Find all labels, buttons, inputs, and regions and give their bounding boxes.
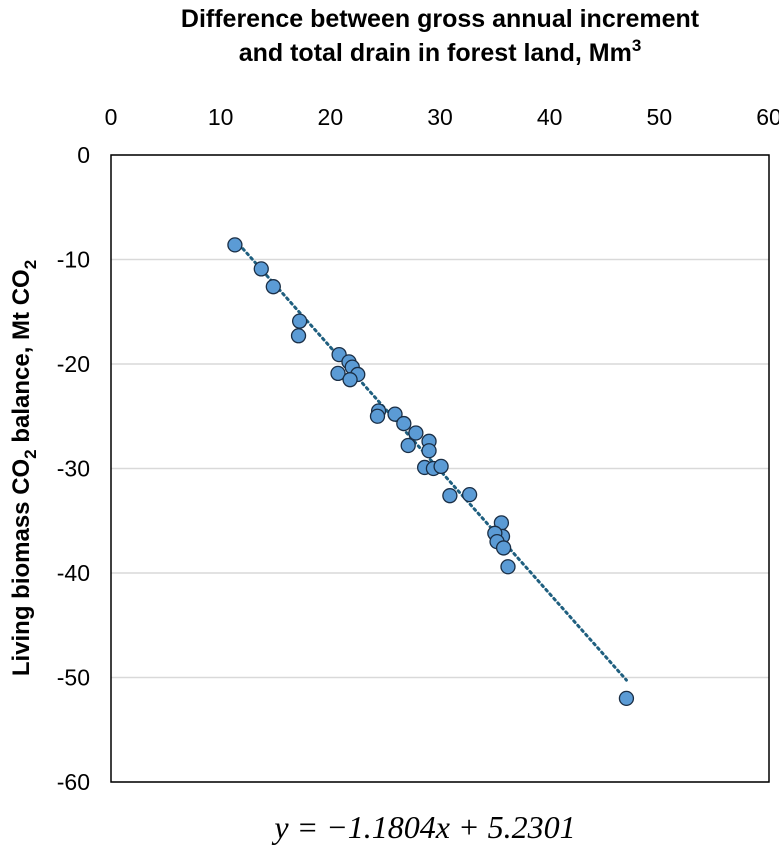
x-tick-label-5: 50 bbox=[647, 104, 673, 130]
y-tick-label-3: -30 bbox=[57, 456, 90, 482]
data-point-3 bbox=[291, 313, 308, 329]
data-points bbox=[227, 237, 635, 707]
x-tick-label-0: 0 bbox=[105, 104, 118, 130]
title-superscript: 3 bbox=[632, 36, 641, 55]
x-tick-label-4: 40 bbox=[537, 104, 563, 130]
y-tick-label-5: -50 bbox=[57, 665, 90, 691]
data-point-9 bbox=[330, 365, 346, 382]
y-tick-labels: 0 -10 -20 -30 -40 -50 -60 bbox=[57, 142, 90, 795]
x-tick-label-2: 20 bbox=[318, 104, 344, 130]
y-tick-label-0: 0 bbox=[77, 142, 90, 168]
data-point-14 bbox=[396, 415, 412, 432]
data-point-23 bbox=[461, 486, 478, 503]
ylabel-subscript-1: 2 bbox=[21, 449, 40, 458]
chart-title-line1: Difference between gross annual incremen… bbox=[181, 5, 700, 33]
data-point-28 bbox=[495, 540, 512, 556]
data-point-18 bbox=[421, 443, 437, 459]
data-point-22 bbox=[442, 488, 458, 504]
data-point-29 bbox=[500, 559, 516, 575]
data-point-12 bbox=[369, 408, 386, 424]
x-tick-label-6: 60 bbox=[756, 104, 779, 130]
regression-equation: y = −1.1804x + 5.2301 bbox=[271, 809, 575, 845]
data-point-10 bbox=[342, 372, 358, 388]
x-tick-label-3: 30 bbox=[427, 104, 453, 130]
x-tick-labels: 0 10 20 30 40 50 60 bbox=[105, 104, 779, 130]
data-point-4 bbox=[290, 328, 307, 344]
data-point-15 bbox=[400, 437, 416, 454]
data-point-13 bbox=[387, 406, 403, 422]
x-tick-label-1: 10 bbox=[208, 104, 234, 130]
data-point-1 bbox=[253, 261, 269, 277]
y-tick-label-1: -10 bbox=[57, 247, 90, 273]
data-point-21 bbox=[433, 458, 449, 475]
data-point-2 bbox=[265, 279, 281, 295]
y-tick-label-4: -40 bbox=[57, 560, 90, 586]
y-tick-label-2: -20 bbox=[57, 351, 90, 377]
y-tick-label-6: -60 bbox=[57, 769, 90, 795]
y-axis-label: Living biomass CO2 balance, Mt CO2 bbox=[8, 260, 40, 676]
trendline bbox=[233, 238, 628, 682]
ylabel-subscript-2: 2 bbox=[21, 260, 40, 269]
data-point-16 bbox=[408, 425, 424, 441]
data-point-30 bbox=[618, 690, 635, 707]
chart-title-line2: and total drain in forest land, Mm3 bbox=[239, 36, 642, 67]
plot-frame bbox=[110, 154, 770, 783]
data-point-0 bbox=[227, 237, 243, 253]
